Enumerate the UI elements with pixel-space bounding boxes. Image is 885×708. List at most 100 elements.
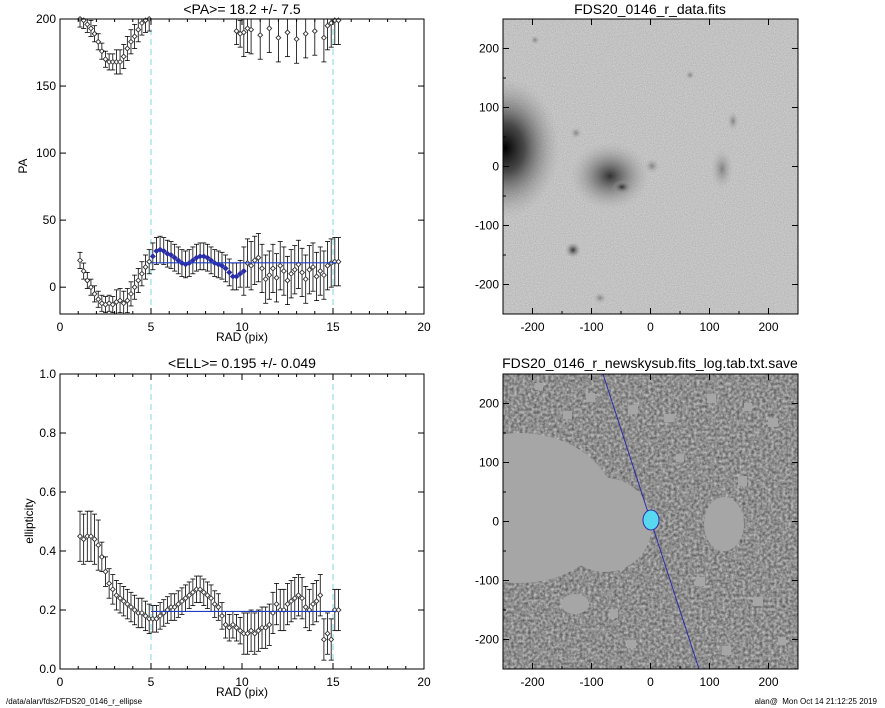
pa-y-tick-label: 150 <box>36 79 56 93</box>
ell-data-point <box>291 595 298 602</box>
pa-data-point <box>302 30 309 37</box>
image1-y-tick-label: 0 <box>492 160 499 174</box>
image1-title: FDS20_0146_r_data.fits <box>574 1 726 17</box>
pa-data-point <box>255 254 262 261</box>
pa-data-point <box>248 262 255 269</box>
ellipticity-profile-panel: <ELL>= 0.195 +/- 0.049 0 5 10 15 20 0.0 0.2 0.4… <box>22 355 431 699</box>
pa-x-axis-label: RAD (pix) <box>216 330 268 344</box>
ell-y-tick-label: 0.0 <box>39 662 56 676</box>
pa-data-point <box>117 58 124 65</box>
pa-data-point <box>257 32 264 39</box>
image1-y-tick-label: -200 <box>475 278 499 292</box>
ell-x-tick-label: 0 <box>57 675 64 689</box>
pa-data-point <box>275 34 282 41</box>
data-fits-image-panel: FDS20_0146_r_data.fits -200 -100 0 100 200-2… <box>475 1 799 334</box>
pa-plot-frame <box>59 18 425 315</box>
ell-data-point <box>102 568 109 575</box>
ell-data-point <box>127 604 135 611</box>
image2-title: FDS20_0146_r_newskysub.fits_log.tab.txt.… <box>502 355 798 371</box>
pa-data-point <box>273 274 280 281</box>
pa-chart-title: <PA>= 18.2 +/- 7.5 <box>183 1 300 17</box>
ell-data-point <box>117 595 124 602</box>
pa-y-tick-label: 0 <box>49 280 56 294</box>
pa-data-point <box>127 290 135 297</box>
ell-data-point <box>237 627 244 634</box>
pa-data-point <box>269 265 276 272</box>
ell-data-point <box>248 627 255 634</box>
pa-data-point <box>102 56 109 63</box>
pa-data-point <box>160 247 167 255</box>
pa-data-point <box>309 264 317 271</box>
ell-data-point <box>269 609 276 616</box>
pa-data-point <box>248 26 255 33</box>
ell-data-point <box>186 592 193 599</box>
ell-data-point <box>317 592 324 599</box>
pa-y-tick-label: 100 <box>36 146 56 160</box>
pa-data-point <box>233 28 240 35</box>
pa-data-point <box>317 268 324 275</box>
skysub-mask-image-panel: FDS20_0146_r_newskysub.fits_log.tab.txt.… <box>475 355 799 689</box>
image2-y-tick-label: 100 <box>479 456 499 470</box>
pa-data-point <box>138 19 145 27</box>
pa-data-point <box>262 276 269 283</box>
ell-data-point <box>109 586 116 593</box>
ell-y-tick-label: 0.6 <box>39 485 56 499</box>
pa-data-point <box>218 262 226 269</box>
ell-x-tick-label: 20 <box>417 675 431 689</box>
pa-data-point <box>106 300 113 307</box>
image2-x-tick-label: 200 <box>758 675 778 689</box>
image1-y-tick-label: -100 <box>475 219 499 233</box>
pa-x-tick-label: 15 <box>326 320 340 334</box>
ell-plot-area: 0 5 10 15 20 0.0 0.2 0.4 0.6 0.8 1.0 <box>39 367 431 689</box>
pa-data-point <box>135 26 142 33</box>
pa-data-point <box>109 301 116 308</box>
pa-data-point <box>233 273 240 280</box>
pa-data-point <box>117 297 124 304</box>
pa-x-tick-label: 0 <box>57 320 64 334</box>
pa-data-point <box>135 277 142 284</box>
fitted-isophote-ellipse <box>642 509 660 531</box>
pa-data-point <box>311 28 318 35</box>
image1-axes: -200 -100 0 100 200 -200 -100 0 100 200 <box>475 18 799 334</box>
ell-data-point <box>262 624 269 631</box>
ell-data-point <box>299 595 306 602</box>
ell-data-point <box>251 630 258 637</box>
pa-x-tick-label: 5 <box>148 320 155 334</box>
ell-data-point <box>211 601 218 608</box>
ell-data-point <box>200 589 207 596</box>
ell-y-axis-label: ellipticity <box>22 498 36 543</box>
ell-data-point <box>328 636 335 643</box>
pa-data-point <box>171 254 178 261</box>
image2-y-tick-label: 200 <box>479 397 499 411</box>
footer-path: /data/alan/fds2/FDS20_0146_r_ellipse <box>6 697 143 706</box>
ell-data-point <box>120 598 127 605</box>
pa-data-point <box>240 29 247 36</box>
pa-data-point <box>131 284 138 291</box>
image2-axes: -200 -100 0 100 200 -200 -100 0 100 200 <box>475 373 799 689</box>
pa-data-point <box>131 33 138 40</box>
pa-x-tick-label: 20 <box>417 320 431 334</box>
pa-data-point <box>277 262 284 269</box>
pa-data-point <box>149 253 156 260</box>
ell-data-point <box>324 630 331 637</box>
pa-data-point <box>91 290 98 297</box>
pa-data-point <box>320 272 327 279</box>
ell-data-point <box>215 604 222 611</box>
pa-data-point <box>87 25 94 32</box>
ell-data-point <box>98 553 105 560</box>
pa-data-point <box>226 269 233 276</box>
image1-x-tick-label: 0 <box>647 320 654 334</box>
ell-x-tick-label: 15 <box>326 675 340 689</box>
image2-y-tick-label: -100 <box>475 574 499 588</box>
ell-y-tick-label: 0.2 <box>39 603 56 617</box>
pa-data-point <box>127 38 135 45</box>
ell-plot-frame <box>59 373 425 670</box>
pa-data-point <box>80 268 87 275</box>
ell-data-point <box>244 630 251 637</box>
ell-data-point <box>157 612 164 619</box>
pa-data-point <box>95 38 102 45</box>
pa-data-point <box>295 261 302 268</box>
pa-data-point <box>84 21 91 28</box>
pa-data-point <box>291 266 298 273</box>
